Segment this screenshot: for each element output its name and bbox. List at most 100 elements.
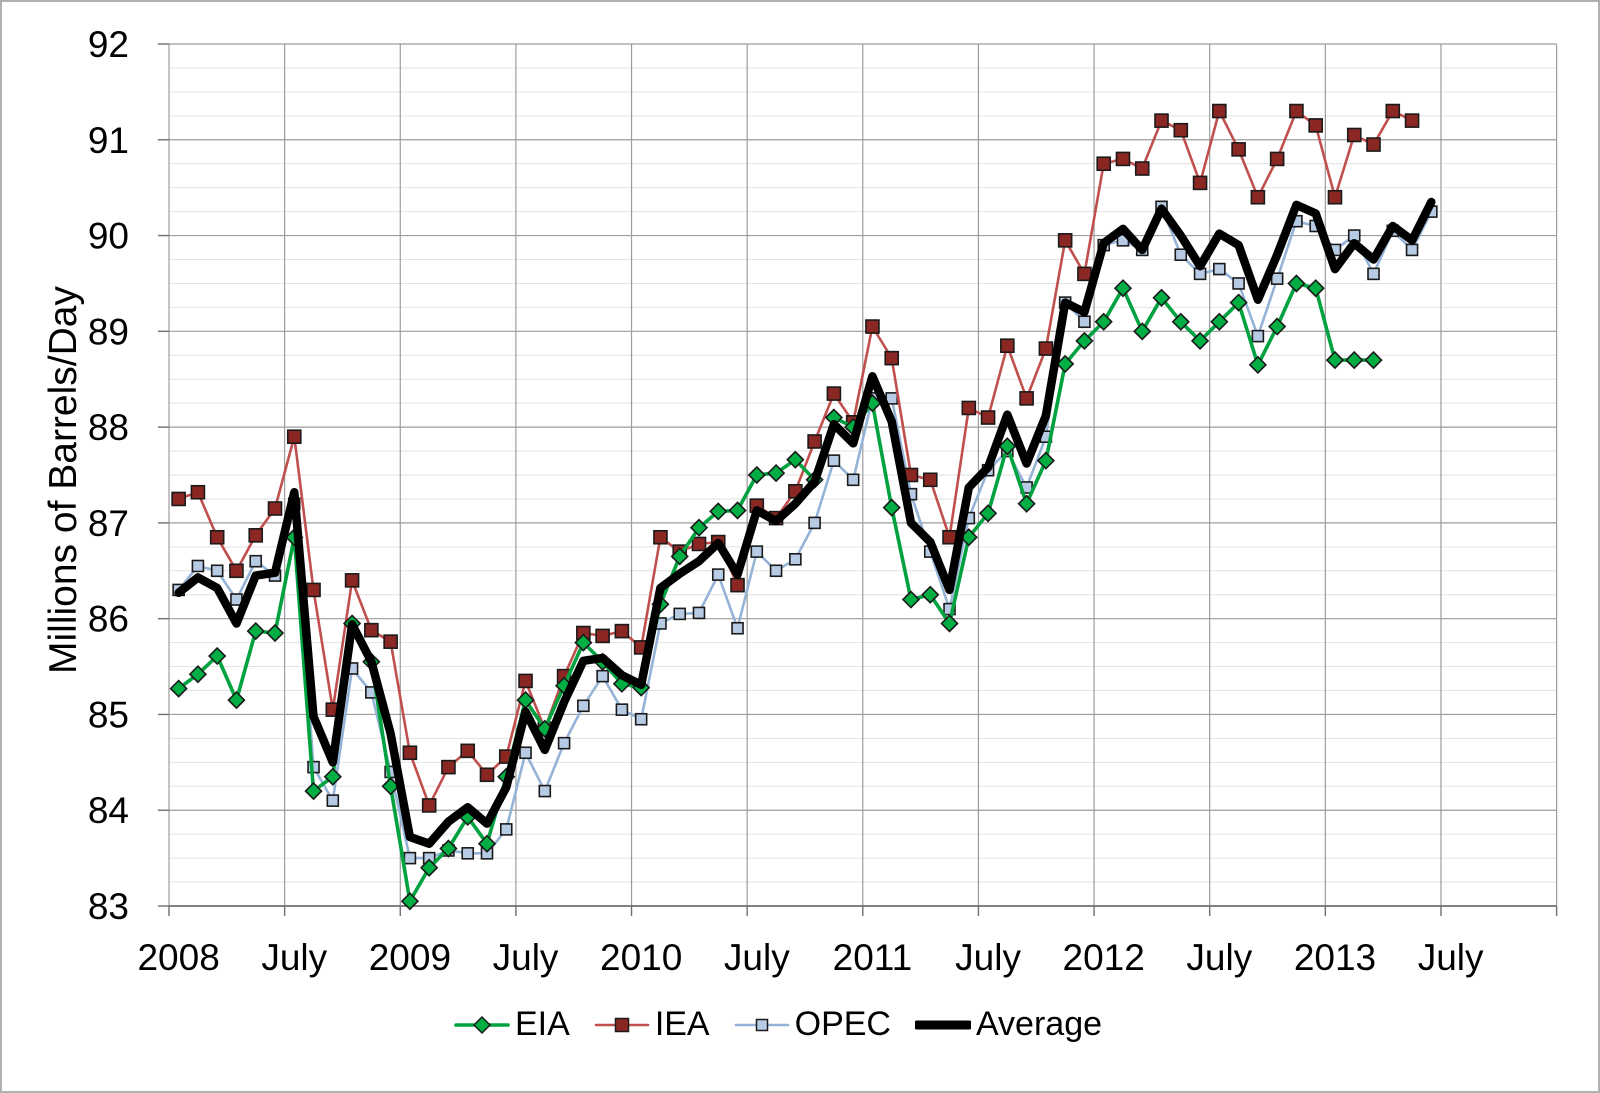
legend: EIA IEA OPEC Average [454,1005,1102,1044]
data-point-eia [246,621,265,641]
data-point-iea [344,573,360,588]
data-point-iea [961,400,977,416]
data-point-iea [826,386,842,401]
data-point-eia [1036,451,1056,470]
data-point-eia [477,834,497,853]
data-point-iea [286,429,302,444]
data-point-iea [402,745,418,761]
data-point-eia [1152,288,1171,307]
data-point-iea [1385,103,1401,119]
data-point-eia [420,858,439,877]
data-point-iea [267,501,283,516]
data-point-eia [265,623,285,643]
data-point-iea [1154,113,1169,128]
data-point-eia [689,518,709,537]
legend-label-iea: IEA [654,1005,710,1043]
x-tick-label: 2013 [1294,937,1376,978]
data-point-eia [1345,350,1364,370]
data-point-eia [169,679,188,698]
data-point-iea [980,410,996,425]
y-tick-label: 87 [88,503,129,544]
y-tick-label: 91 [88,120,129,161]
data-point-iea [942,529,957,545]
data-point-iea [441,759,456,775]
data-point-iea [1000,338,1015,354]
y-tick-label: 83 [88,886,129,927]
data-point-iea [248,528,264,543]
data-point-iea [479,767,495,783]
data-point-iea [1366,137,1381,152]
series-opec [172,200,1438,865]
data-point-iea [518,673,533,689]
data-point-iea [1077,266,1092,282]
data-point-eia [400,892,420,911]
data-point-iea [1269,151,1285,167]
data-point-iea [730,577,745,593]
data-point-eia [901,590,921,609]
data-point-iea [1250,189,1266,205]
data-point-iea [1019,391,1034,406]
data-point-eia [227,690,246,710]
data-point-opec [1367,267,1380,281]
data-point-opec [1251,329,1265,343]
data-point-opec [615,703,629,716]
data-point-iea [653,529,668,545]
data-point-opec [1232,277,1245,290]
x-tick-label: July [724,937,790,978]
data-point-opec [789,552,802,566]
series-line-average [174,197,1436,848]
data-point-iea [460,743,476,759]
eia-swatch-icon [454,1015,510,1034]
data-point-eia [728,501,747,520]
data-point-eia [1056,354,1075,374]
data-point-eia [323,767,342,786]
data-point-iea [1192,175,1208,191]
data-point-opec [1270,272,1284,285]
legend-swatch-line [472,1015,492,1034]
data-point-iea [171,491,186,507]
data-point-iea [614,623,630,639]
data-point-opec [557,736,571,750]
data-point-opec [596,669,609,683]
legend-label-opec: OPEC [794,1005,891,1043]
data-point-eia [188,665,208,684]
data-point-iea [190,484,206,500]
legend-swatch-line [755,1018,768,1031]
y-tick-label: 84 [88,790,129,831]
data-point-opec [1213,262,1226,276]
data-point-iea [865,319,880,334]
data-point-eia [1229,293,1248,312]
data-point-eia [709,502,728,521]
data-point-opec [673,607,687,621]
data-point-iea [691,536,707,552]
x-tick-label: July [1418,937,1484,978]
data-point-opec [577,699,590,713]
data-point-iea [364,622,379,638]
data-point-opec [499,823,513,836]
data-point-eia [1210,312,1229,331]
data-point-iea [595,628,610,644]
data-point-opec [692,606,706,620]
legend-label-average: Average [975,1005,1103,1043]
data-point-eia [978,504,998,523]
data-point-eia [766,463,786,483]
data-point-opec [1405,243,1419,257]
opec-swatch-icon [734,1018,789,1031]
data-point-opec [249,554,263,568]
data-point-opec [210,564,224,578]
data-point-opec [808,516,821,530]
data-point-opec [634,712,648,726]
data-point-iea [306,582,321,598]
data-point-iea [1038,341,1054,356]
data-point-opec [191,559,205,573]
data-point-iea [1173,122,1189,138]
y-tick-label: 88 [88,407,129,448]
data-point-iea [421,798,437,813]
data-point-opec [1174,248,1188,262]
data-point-eia [1190,331,1210,351]
data-point-iea [1346,127,1362,143]
data-point-eia [1325,350,1345,370]
x-tick-label: July [493,937,559,978]
data-point-opec [846,473,860,487]
